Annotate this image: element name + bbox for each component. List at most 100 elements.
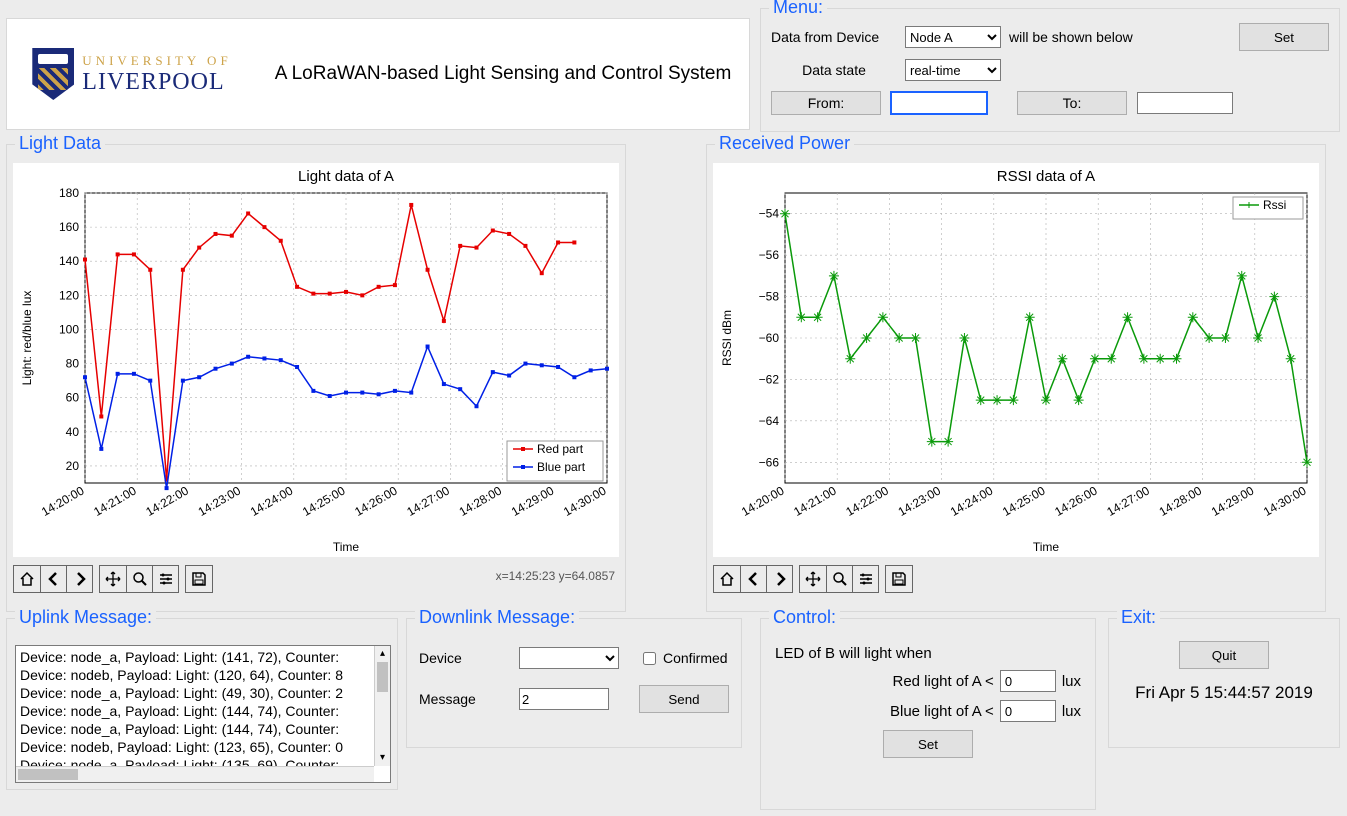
forward-icon[interactable]: [766, 566, 792, 592]
scroll-up-icon[interactable]: ▴: [375, 646, 390, 662]
config-icon[interactable]: [152, 566, 178, 592]
svg-text:20: 20: [66, 459, 80, 473]
menu-title: Menu:: [769, 0, 827, 18]
rssi-panel: Received Power RSSI data of A−66−64−62−6…: [706, 144, 1326, 612]
control-set-button[interactable]: Set: [883, 730, 973, 758]
uplink-listbox[interactable]: Device: node_a, Payload: Light: (141, 72…: [15, 645, 391, 783]
scroll-down-icon[interactable]: ▾: [375, 750, 390, 766]
svg-text:14:29:00: 14:29:00: [1209, 483, 1257, 519]
back-icon[interactable]: [40, 566, 66, 592]
svg-text:−64: −64: [759, 414, 780, 428]
svg-text:60: 60: [66, 391, 80, 405]
downlink-message-input[interactable]: [519, 688, 609, 710]
menu-device-label: Data from Device: [771, 29, 897, 45]
move-icon[interactable]: [800, 566, 826, 592]
save-icon[interactable]: [186, 566, 212, 592]
list-item[interactable]: Device: node_a, Payload: Light: (49, 30)…: [20, 684, 386, 702]
back-icon[interactable]: [740, 566, 766, 592]
svg-text:14:23:00: 14:23:00: [896, 483, 944, 519]
rssi-chart[interactable]: RSSI data of A−66−64−62−60−58−56−5414:20…: [713, 163, 1319, 557]
from-input[interactable]: [891, 92, 987, 114]
control-red-unit: lux: [1062, 673, 1081, 690]
svg-text:160: 160: [59, 220, 79, 234]
svg-text:14:21:00: 14:21:00: [791, 483, 839, 519]
svg-text:−66: −66: [759, 455, 780, 469]
uplink-lines: Device: node_a, Payload: Light: (141, 72…: [16, 646, 390, 776]
downlink-message-label: Message: [419, 691, 509, 707]
uplink-title: Uplink Message:: [15, 607, 156, 628]
svg-text:−60: −60: [759, 331, 780, 345]
scrollbar-horizontal[interactable]: [16, 766, 374, 782]
svg-text:14:25:00: 14:25:00: [300, 483, 348, 519]
svg-text:RSSI data of A: RSSI data of A: [997, 168, 1095, 185]
scroll-thumb-h[interactable]: [18, 769, 78, 780]
config-icon[interactable]: [852, 566, 878, 592]
zoom-icon[interactable]: [826, 566, 852, 592]
zoom-icon[interactable]: [126, 566, 152, 592]
list-item[interactable]: Device: node_a, Payload: Light: (144, 74…: [20, 720, 386, 738]
svg-text:14:23:00: 14:23:00: [196, 483, 244, 519]
downlink-title: Downlink Message:: [415, 607, 579, 628]
svg-text:14:30:00: 14:30:00: [561, 483, 609, 519]
cursor-readout: x=14:25:23 y=64.0857: [496, 569, 615, 583]
svg-text:120: 120: [59, 288, 79, 302]
list-item[interactable]: Device: nodeb, Payload: Light: (120, 64)…: [20, 666, 386, 684]
confirmed-checkbox[interactable]: [643, 652, 656, 665]
light-data-title: Light Data: [15, 133, 105, 154]
control-red-input[interactable]: [1000, 670, 1056, 692]
svg-text:−62: −62: [759, 372, 780, 386]
svg-text:14:28:00: 14:28:00: [1157, 483, 1205, 519]
move-icon[interactable]: [100, 566, 126, 592]
rssi-title: Received Power: [715, 133, 854, 154]
svg-text:14:28:00: 14:28:00: [457, 483, 505, 519]
menu-device-suffix: will be shown below: [1009, 29, 1133, 45]
svg-text:14:24:00: 14:24:00: [248, 483, 296, 519]
menu-panel: Menu: Data from Device Node ANode B will…: [760, 8, 1340, 132]
control-blue-label: Blue light of A <: [890, 703, 994, 720]
home-icon[interactable]: [714, 566, 740, 592]
exit-panel: Exit: Quit Fri Apr 5 15:44:57 2019: [1108, 618, 1340, 748]
menu-set-button[interactable]: Set: [1239, 23, 1329, 51]
svg-text:14:21:00: 14:21:00: [91, 483, 139, 519]
svg-text:Light: red/blue lux: Light: red/blue lux: [20, 291, 34, 386]
header-panel: UNIVERSITY OF LIVERPOOL A LoRaWAN-based …: [6, 18, 750, 130]
svg-text:180: 180: [59, 186, 79, 200]
downlink-device-label: Device: [419, 650, 509, 666]
device-select[interactable]: Node ANode B: [905, 26, 1001, 48]
menu-state-label: Data state: [771, 62, 897, 78]
page-title: A LoRaWAN-based Light Sensing and Contro…: [257, 63, 749, 85]
shield-icon: [32, 48, 74, 100]
svg-text:Time: Time: [1033, 540, 1060, 554]
svg-text:Rssi: Rssi: [1263, 198, 1286, 212]
svg-text:−56: −56: [759, 248, 780, 262]
list-item[interactable]: Device: nodeb, Payload: Light: (123, 65)…: [20, 738, 386, 756]
svg-text:Light data of A: Light data of A: [298, 168, 394, 185]
scroll-thumb-v[interactable]: [377, 662, 388, 692]
state-select[interactable]: real-timehistoric: [905, 59, 1001, 81]
downlink-device-select[interactable]: [519, 647, 619, 669]
light-chart[interactable]: Light data of A2040608010012014016018014…: [13, 163, 619, 557]
to-input[interactable]: [1137, 92, 1233, 114]
home-icon[interactable]: [14, 566, 40, 592]
svg-text:14:25:00: 14:25:00: [1000, 483, 1048, 519]
downlink-panel: Downlink Message: Device Confirmed Messa…: [406, 618, 742, 748]
save-icon[interactable]: [886, 566, 912, 592]
scrollbar-vertical[interactable]: ▴ ▾: [374, 646, 390, 766]
control-title: Control:: [769, 607, 840, 628]
rssi-chart-toolbar: [713, 565, 919, 593]
svg-text:Time: Time: [333, 540, 360, 554]
list-item[interactable]: Device: node_a, Payload: Light: (141, 72…: [20, 648, 386, 666]
from-label: From:: [771, 91, 881, 115]
control-panel: Control: LED of B will light when Red li…: [760, 618, 1096, 810]
logo-line1: UNIVERSITY OF: [82, 53, 231, 69]
quit-button[interactable]: Quit: [1179, 641, 1269, 669]
forward-icon[interactable]: [66, 566, 92, 592]
svg-text:14:29:00: 14:29:00: [509, 483, 557, 519]
svg-text:140: 140: [59, 254, 79, 268]
light-data-panel: Light Data Light data of A20406080100120…: [6, 144, 626, 612]
list-item[interactable]: Device: node_a, Payload: Light: (144, 74…: [20, 702, 386, 720]
svg-text:14:30:00: 14:30:00: [1261, 483, 1309, 519]
clock: Fri Apr 5 15:44:57 2019: [1109, 683, 1339, 703]
send-button[interactable]: Send: [639, 685, 729, 713]
control-blue-input[interactable]: [1000, 700, 1056, 722]
